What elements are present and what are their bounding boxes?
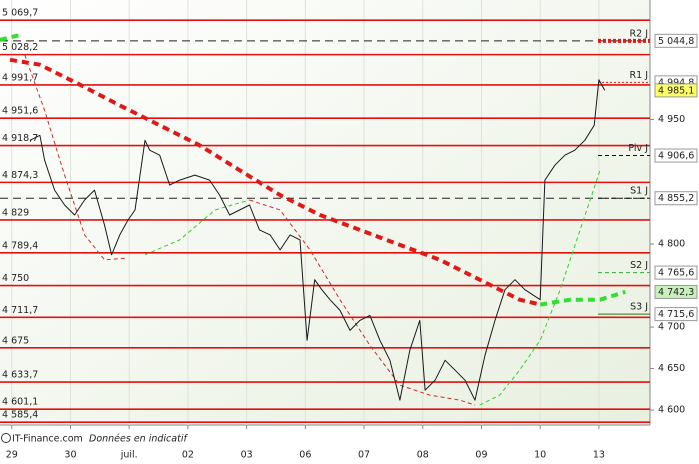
x-tick-label: 08 bbox=[417, 450, 429, 461]
x-tick-label: 29 bbox=[6, 450, 18, 461]
y-tick-label: 4 950 bbox=[658, 114, 685, 125]
y-tick-label: 4 650 bbox=[658, 363, 685, 374]
level-label: 5 069,7 bbox=[2, 8, 38, 19]
x-tick-label: 03 bbox=[241, 450, 253, 461]
pivot-value-box bbox=[654, 148, 698, 163]
level-label: 4 601,1 bbox=[2, 397, 38, 408]
pivot-name: S3 J bbox=[630, 302, 648, 313]
pivot-value-label: 4 855,2 bbox=[658, 193, 694, 204]
series-layer bbox=[0, 32, 626, 406]
series-line bbox=[24, 54, 476, 406]
plot-background bbox=[0, 0, 650, 425]
series-line bbox=[29, 79, 606, 401]
level-label: 4 633,7 bbox=[2, 370, 38, 381]
level-label: 4 585,4 bbox=[2, 410, 38, 421]
pivot-value-box bbox=[654, 33, 698, 48]
series-line bbox=[9, 57, 541, 307]
pivot-value-box bbox=[654, 265, 698, 280]
level-label: 4 711,7 bbox=[2, 305, 38, 316]
value-label: 4 742,3 bbox=[658, 287, 694, 298]
series-line bbox=[0, 32, 626, 307]
pivot-value-label: 4 994,8 bbox=[658, 77, 694, 88]
axis-background bbox=[650, 0, 699, 425]
y-tick-label: 4 700 bbox=[658, 322, 685, 333]
pivot-value-label: 4 765,6 bbox=[658, 268, 694, 279]
x-tick-label: 13 bbox=[593, 450, 605, 461]
pivot-name: Piv J bbox=[628, 143, 648, 154]
level-label: 4 951,6 bbox=[2, 106, 38, 117]
y-tick-label: 4 800 bbox=[658, 239, 685, 250]
copyright-icon bbox=[1, 433, 11, 443]
footer-note: Données en indicatif bbox=[89, 434, 188, 445]
x-tick-label: 10 bbox=[534, 450, 546, 461]
value-label: 4 985,1 bbox=[658, 85, 694, 96]
x-tick-label: 06 bbox=[299, 450, 311, 461]
value-box bbox=[654, 284, 698, 299]
x-tick-label: juil. bbox=[120, 450, 138, 461]
pivot-value-box bbox=[654, 191, 698, 206]
pivot-name: R2 J bbox=[630, 28, 648, 39]
level-label: 5 028,2 bbox=[2, 42, 38, 53]
pivot-name: R1 J bbox=[630, 70, 648, 81]
pivot-value-label: 5 044,8 bbox=[658, 36, 694, 47]
pivot-value-label: 4 715,6 bbox=[658, 309, 694, 320]
level-label: 4 874,3 bbox=[2, 170, 38, 181]
x-tick-label: 02 bbox=[182, 450, 194, 461]
pivot-value-label: 4 906,6 bbox=[658, 151, 694, 162]
series-line bbox=[144, 170, 601, 406]
level-label: 4 991,7 bbox=[2, 72, 38, 83]
footer: IT-Finance.com Données en indicatif bbox=[1, 433, 188, 445]
value-box bbox=[654, 83, 698, 98]
level-label: 4 918,7 bbox=[2, 133, 38, 144]
pivot-name: S1 J bbox=[630, 186, 648, 197]
footer-source: IT-Finance.com bbox=[12, 434, 83, 445]
pivot-name: S2 J bbox=[630, 260, 648, 271]
level-label: 4 789,4 bbox=[2, 240, 38, 251]
level-label: 4 675 bbox=[2, 335, 29, 346]
x-tick-label: 30 bbox=[64, 450, 76, 461]
level-label: 4 829 bbox=[2, 207, 29, 218]
x-tick-label: 09 bbox=[475, 450, 487, 461]
pivot-value-box bbox=[654, 307, 698, 322]
y-tick-label: 4 600 bbox=[658, 405, 685, 416]
x-tick-label: 07 bbox=[358, 450, 370, 461]
level-label: 4 750 bbox=[2, 273, 29, 284]
